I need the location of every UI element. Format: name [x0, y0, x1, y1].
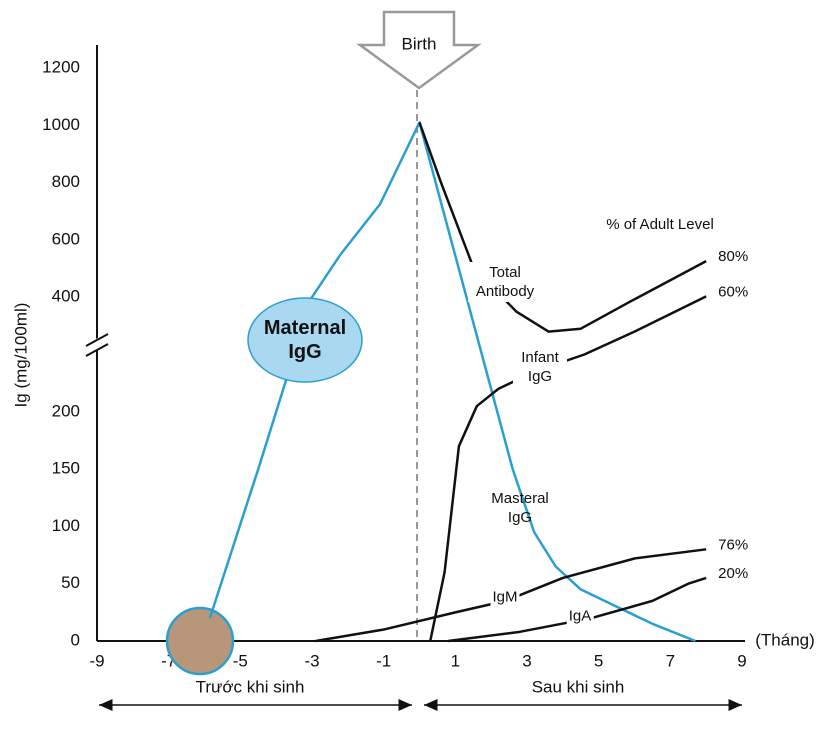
- y-tick-label: 1000: [42, 115, 80, 134]
- x-tick-label: -9: [89, 651, 104, 670]
- series-label: Total Antibody: [468, 262, 542, 302]
- x-tick-label: 1: [451, 651, 460, 670]
- adult-level-label: 60%: [718, 283, 748, 300]
- x-tick-label: -1: [376, 651, 391, 670]
- x-tick-label: 7: [666, 651, 675, 670]
- x-tick-label: -3: [304, 651, 319, 670]
- x-tick-label: -5: [233, 651, 248, 670]
- x-tick-label: 9: [737, 651, 746, 670]
- y-tick-label: 50: [61, 573, 80, 592]
- label-bubble: [247, 297, 363, 383]
- series-line: [418, 122, 707, 333]
- y-tick-label: 100: [52, 516, 80, 535]
- y-axis-label: Ig (mg/100ml): [11, 303, 30, 408]
- series-line: [429, 295, 707, 642]
- x-tick-label: 3: [522, 651, 531, 670]
- series-label: Maternal IgG: [263, 317, 347, 363]
- embryo: [165, 606, 235, 676]
- axis-break: [85, 343, 109, 357]
- axis-break-gap: [83, 333, 111, 355]
- birth-label: Birth: [402, 34, 437, 53]
- adult-level-title: % of Adult Level: [606, 216, 714, 233]
- series-label: IgM: [490, 586, 520, 608]
- x-tick-label: 5: [594, 651, 603, 670]
- y-tick-label: 200: [52, 401, 80, 420]
- y-tick-label: 150: [52, 459, 80, 478]
- adult-level-label: 76%: [718, 536, 748, 553]
- x-unit: (Tháng): [755, 630, 815, 649]
- y-tick-label: 400: [52, 287, 80, 306]
- adult-level-label: 20%: [718, 565, 748, 582]
- period-label: Sau khi sinh: [532, 677, 625, 696]
- adult-level-label: 80%: [718, 248, 748, 265]
- period-label: Trước khi sinh: [196, 677, 305, 696]
- series-label: Infant IgG: [513, 347, 567, 387]
- y-tick-label: 0: [71, 630, 80, 649]
- y-tick-label: 600: [52, 229, 80, 248]
- series-label: IgA: [566, 605, 594, 627]
- series-line: [208, 121, 696, 643]
- y-tick-label: 800: [52, 172, 80, 191]
- birth-arrow: [356, 10, 482, 90]
- y-tick-label: 1200: [42, 57, 80, 76]
- annotation: Masteral IgG: [491, 490, 549, 526]
- axis-break: [85, 333, 109, 347]
- series-line: [448, 576, 707, 643]
